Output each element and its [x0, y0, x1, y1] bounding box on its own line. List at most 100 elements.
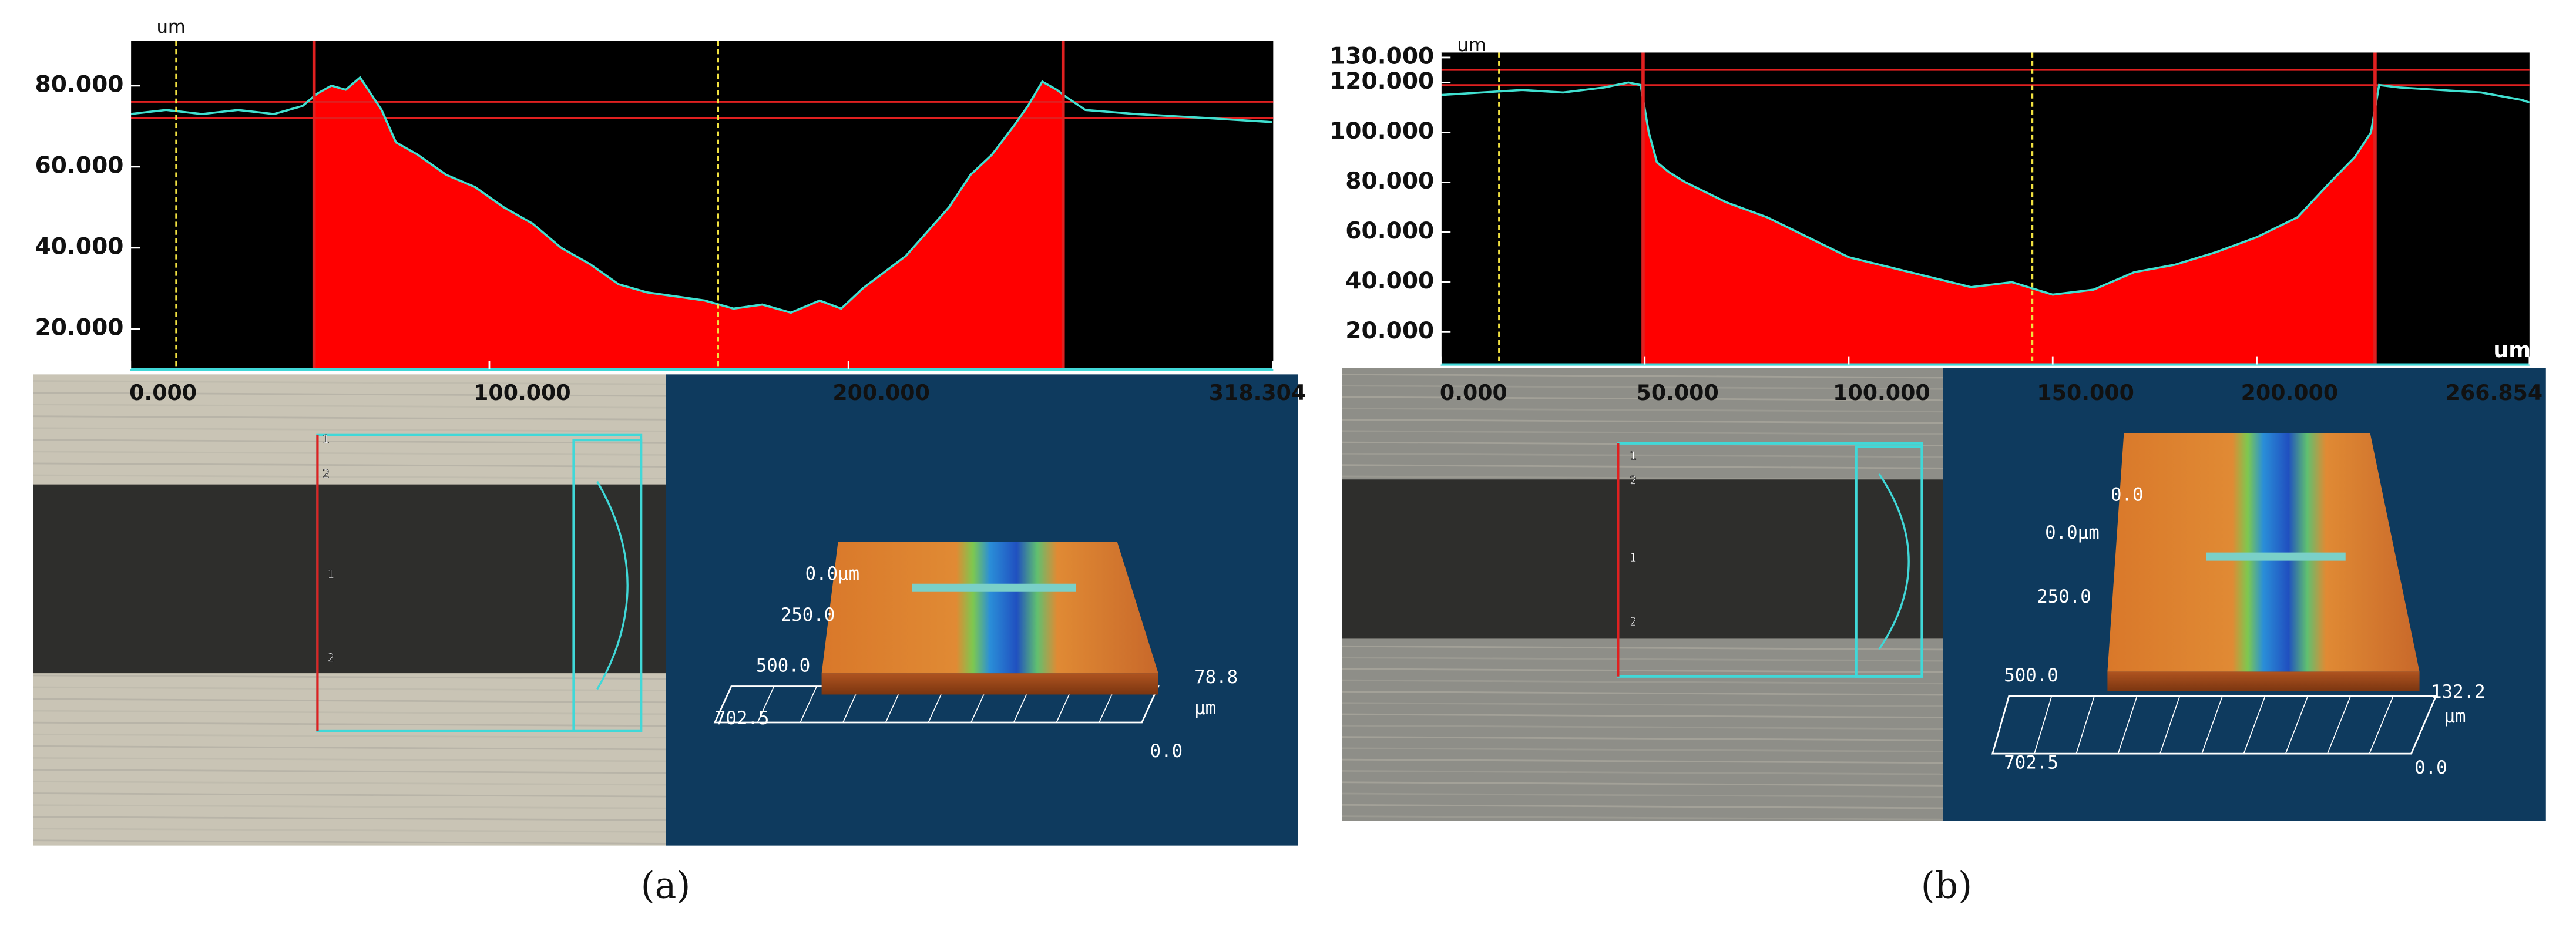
y-tick-label: 20.000	[1345, 318, 1434, 344]
render-grid-line	[2075, 696, 2095, 754]
y-tick-label: 80.000	[1345, 168, 1434, 194]
render-grid	[1991, 695, 2437, 755]
track-band	[1342, 479, 1943, 639]
x-tick-label: 318.304	[1209, 380, 1306, 405]
render-label: μm	[1194, 698, 1216, 719]
x-tick-label: 100.000	[1833, 380, 1930, 405]
texture	[33, 839, 666, 845]
texture	[33, 828, 666, 833]
track-band	[33, 484, 666, 674]
y-tick-label: 40.000	[1345, 268, 1434, 294]
y-tick-label: 60.000	[1345, 218, 1434, 244]
texture	[1342, 792, 1943, 798]
render-label: 250.0	[781, 604, 835, 626]
inset-profile	[1878, 473, 1910, 650]
render-grid-line	[2285, 695, 2309, 754]
image-marker: 1	[1630, 551, 1637, 564]
render-label: 132.2	[2431, 681, 2486, 703]
texture	[1342, 396, 1943, 401]
x-tick-label: 0.000	[129, 380, 197, 405]
render-label: 0.0μm	[2045, 522, 2100, 543]
area-fill	[314, 78, 1063, 369]
render-label: 500.0	[756, 655, 811, 676]
y-tick-label: 130.000	[1329, 43, 1434, 69]
y-tick-label: 20.000	[35, 314, 124, 341]
texture	[33, 757, 666, 762]
texture	[1342, 747, 1943, 752]
image-marker: 2	[1630, 474, 1637, 488]
panel-label: (a)	[641, 864, 691, 906]
render-grid-line	[2159, 695, 2181, 754]
x-unit: um	[2493, 337, 2531, 362]
texture	[33, 392, 666, 397]
y-tick-label: 40.000	[35, 233, 124, 260]
render-label: 702.5	[2004, 752, 2058, 773]
render-grid-line	[757, 686, 775, 723]
image-marker: 1	[327, 567, 334, 581]
texture	[1342, 464, 1943, 469]
panel-label: (b)	[1921, 864, 1972, 906]
image-marker: 1	[1630, 449, 1637, 463]
x-tick-label: 100.000	[473, 380, 570, 405]
texture	[33, 439, 666, 444]
texture	[33, 721, 666, 727]
render-grid-line	[2369, 695, 2394, 754]
profile-inset	[572, 439, 643, 732]
render-label: 0.0μm	[805, 563, 860, 584]
texture	[1342, 804, 1943, 809]
render-label: 0.0	[1150, 741, 1183, 762]
texture	[1342, 645, 1943, 651]
texture	[1342, 724, 1943, 730]
render-label: 500.0	[2004, 665, 2058, 686]
texture	[1342, 657, 1943, 662]
render-surface	[821, 542, 1158, 674]
texture	[33, 415, 666, 421]
render-side	[2107, 671, 2420, 691]
inset-profile	[596, 480, 629, 690]
x-tick-label: 0.000	[1440, 380, 1507, 405]
texture	[33, 733, 666, 739]
texture	[33, 745, 666, 751]
texture	[1342, 407, 1943, 413]
texture	[33, 686, 666, 692]
texture	[1342, 475, 1943, 480]
texture	[33, 451, 666, 456]
texture	[33, 427, 666, 432]
x-tick-label: 200.000	[2241, 380, 2338, 405]
render-label: 0.0	[2111, 485, 2144, 506]
image-marker: 1	[323, 433, 330, 446]
x-tick-label: 50.000	[1637, 380, 1719, 405]
x-tick-label: 150.000	[2037, 380, 2134, 405]
x-tick-label: 200.000	[832, 380, 929, 405]
texture	[1342, 373, 1943, 379]
texture	[1342, 781, 1943, 787]
area-fill	[1643, 99, 2375, 365]
render-grid-line	[2243, 695, 2266, 754]
render-label: 250.0	[2037, 586, 2091, 607]
texture	[1342, 758, 1943, 764]
render-side	[821, 673, 1158, 695]
texture	[1342, 815, 1943, 821]
render-grid-line	[2201, 695, 2223, 754]
profile-line	[130, 76, 1272, 314]
y-unit: um	[156, 16, 185, 38]
y-unit: um	[1457, 35, 1486, 56]
profile-inset	[1855, 445, 1923, 678]
texture	[33, 816, 666, 821]
texture	[1342, 385, 1943, 390]
texture	[33, 804, 666, 809]
texture	[33, 698, 666, 704]
render-grid-line	[2327, 695, 2351, 754]
y-tick-label: 120.000	[1329, 68, 1434, 95]
image-marker: 2	[327, 651, 334, 664]
texture	[33, 792, 666, 798]
texture	[33, 462, 666, 468]
texture	[33, 781, 666, 786]
image-marker: 2	[1630, 615, 1637, 628]
render-label: μm	[2444, 706, 2466, 727]
render-label: 702.5	[715, 708, 770, 729]
texture	[1342, 452, 1943, 458]
texture	[33, 380, 666, 385]
